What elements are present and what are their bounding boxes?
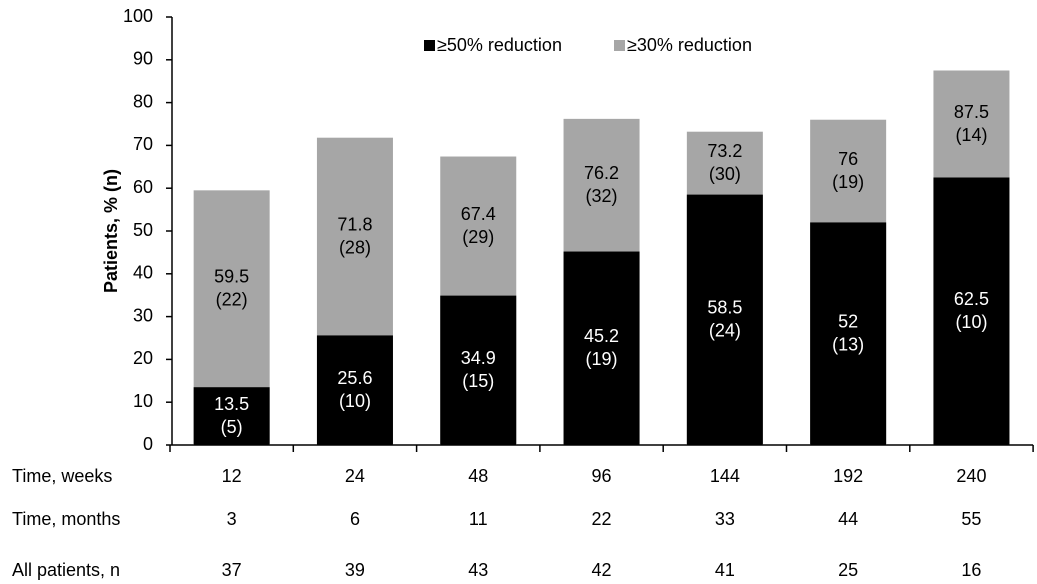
count-label: (19) — [586, 349, 618, 369]
count-label: (10) — [955, 312, 987, 332]
y-tick-label: 100 — [123, 6, 153, 26]
y-tick-label: 90 — [133, 49, 153, 69]
count-label: (22) — [216, 290, 248, 310]
x-tick-label: 24 — [345, 466, 365, 486]
y-tick-label: 10 — [133, 391, 153, 411]
count-label: (10) — [339, 391, 371, 411]
count-label: (32) — [586, 186, 618, 206]
row-value: 37 — [222, 560, 242, 580]
row-value: 22 — [592, 509, 612, 529]
row-value: 16 — [961, 560, 981, 580]
count-label: (19) — [832, 172, 864, 192]
y-tick-label: 0 — [143, 434, 153, 454]
row-value: 39 — [345, 560, 365, 580]
value-label: 76.2 — [584, 163, 619, 183]
legend-swatch — [424, 40, 435, 51]
x-tick-label: 144 — [710, 466, 740, 486]
bar — [933, 177, 1010, 445]
row-value: 6 — [350, 509, 360, 529]
row-value: 33 — [715, 509, 735, 529]
legend-label: ≥50% reduction — [437, 35, 562, 55]
row-value: 3 — [227, 509, 237, 529]
value-label: 62.5 — [954, 289, 989, 309]
y-axis-label: Patients, % (n) — [101, 169, 121, 293]
x-tick-label: 48 — [468, 466, 488, 486]
row-value: 11 — [469, 509, 488, 529]
row-label: Time, weeks — [12, 466, 112, 486]
value-label: 71.8 — [337, 214, 372, 234]
row-label: Time, months — [12, 509, 120, 529]
bar — [316, 335, 393, 445]
count-label: (15) — [462, 371, 494, 391]
row-value: 55 — [961, 509, 981, 529]
value-label: 13.5 — [214, 394, 249, 414]
count-label: (30) — [709, 164, 741, 184]
bar — [440, 295, 517, 445]
row-value: 25 — [838, 560, 858, 580]
row-value: 42 — [592, 560, 612, 580]
x-tick-label: 192 — [833, 466, 863, 486]
count-label: (24) — [709, 321, 741, 341]
value-label: 59.5 — [214, 267, 249, 287]
value-label: 34.9 — [461, 348, 496, 368]
value-label: 58.5 — [707, 298, 742, 318]
row-value: 44 — [838, 509, 858, 529]
y-tick-label: 40 — [133, 263, 153, 283]
value-label: 52 — [838, 311, 858, 331]
legend-label: ≥30% reduction — [627, 35, 752, 55]
row-label: All patients, n — [12, 560, 120, 580]
value-label: 76 — [838, 149, 858, 169]
value-label: 45.2 — [584, 326, 619, 346]
count-label: (14) — [955, 125, 987, 145]
count-label: (5) — [221, 417, 243, 437]
x-tick-label: 12 — [222, 466, 242, 486]
bar — [686, 194, 763, 445]
count-label: (29) — [462, 227, 494, 247]
x-tick-label: 240 — [956, 466, 986, 486]
row-value: 43 — [468, 560, 488, 580]
row-value: 41 — [715, 560, 735, 580]
bar — [193, 387, 270, 445]
bar — [810, 222, 887, 445]
value-label: 73.2 — [707, 141, 742, 161]
bar — [563, 251, 640, 445]
x-tick-label: 96 — [592, 466, 612, 486]
count-label: (28) — [339, 237, 371, 257]
y-tick-label: 60 — [133, 177, 153, 197]
count-label: (13) — [832, 334, 864, 354]
y-tick-label: 70 — [133, 134, 153, 154]
y-tick-label: 30 — [133, 305, 153, 325]
value-label: 87.5 — [954, 102, 989, 122]
y-tick-label: 50 — [133, 220, 153, 240]
value-label: 25.6 — [337, 368, 372, 388]
y-tick-label: 20 — [133, 348, 153, 368]
value-label: 67.4 — [461, 204, 496, 224]
legend-swatch — [614, 40, 625, 51]
y-tick-label: 80 — [133, 91, 153, 111]
